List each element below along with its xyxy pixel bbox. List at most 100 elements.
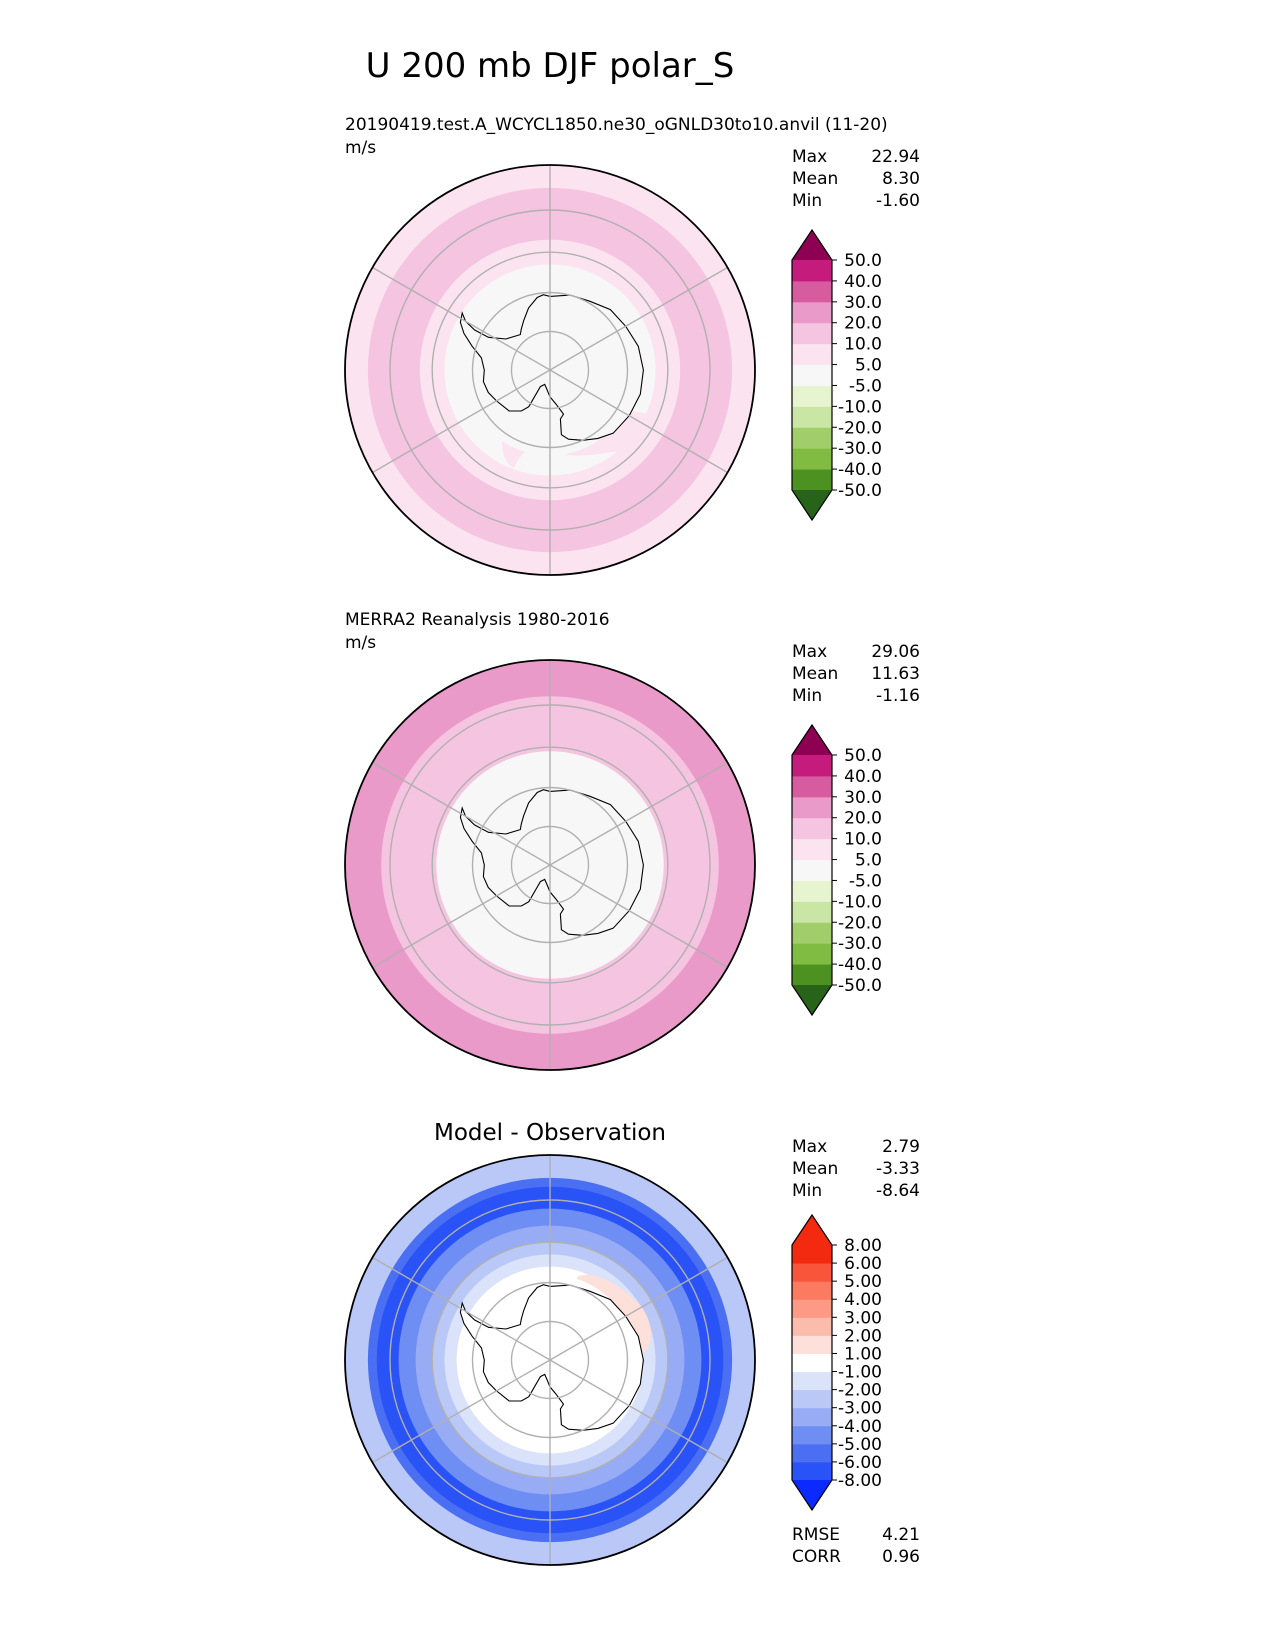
- panel-test-colorbar-label-5: -5.0: [849, 376, 882, 396]
- panel-diff-metric-rmse-label: RMSE: [792, 1525, 840, 1545]
- panel-diff-stat-min-value: -8.64: [876, 1181, 920, 1201]
- panel-reference-colorbar-label-10: 40.0: [844, 767, 882, 787]
- panel-diff-colorbar-label-13: 8.00: [844, 1236, 882, 1256]
- panel-diff-colorbar-segment-1: [792, 1443, 832, 1463]
- panel-diff-colorbar-segment-10: [792, 1281, 832, 1300]
- panel-reference-colorbar-label-4: -10.0: [838, 892, 882, 912]
- panel-diff-metric-corr-value: 0.96: [882, 1547, 920, 1567]
- panel-test-stat-mean-label: Mean: [792, 169, 838, 189]
- panel-test-colorbar-label-6: 5.0: [855, 356, 882, 376]
- panel-reference-colorbar-label-1: -40.0: [838, 955, 882, 975]
- panel-diff-colorbar-label-10: 4.00: [844, 1290, 882, 1310]
- panel-test-colorbar-label-4: -10.0: [838, 397, 882, 417]
- panel-test-colorbar-segment-9: [792, 280, 832, 303]
- panel-test-colorbar: -50.0-40.0-30.0-20.0-10.0-5.05.010.020.0…: [791, 228, 882, 522]
- panel-test-colorbar-segment-5: [792, 364, 832, 386]
- panel-diff-colorbar: -8.00-6.00-5.00-4.00-3.00-2.00-1.001.002…: [791, 1213, 882, 1512]
- panel-test-colorbar-segment-3: [792, 406, 832, 428]
- panel-diff-colorbar-segment-8: [792, 1317, 832, 1336]
- panel-diff-stat-mean-value: -3.33: [876, 1159, 920, 1179]
- panel-test-grid: [372, 165, 728, 575]
- panel-test-colorbar-segment-1: [792, 448, 832, 470]
- panel-test-title: 20190419.test.A_WCYCL1850.ne30_oGNLD30to…: [345, 115, 888, 135]
- panel-test-colorbar-segment-8: [792, 301, 832, 324]
- panel-test-stat-mean-value: 8.30: [882, 169, 920, 189]
- panel-diff-grid: [372, 1155, 728, 1565]
- panel-diff-stat-mean-label: Mean: [792, 1159, 838, 1179]
- panel-reference-colorbar-segment-7: [792, 817, 832, 840]
- panel-diff-meridian-300: [372, 1256, 551, 1361]
- panel-reference-title: MERRA2 Reanalysis 1980-2016: [345, 610, 610, 630]
- panel-diff-colorbar-extend-min: [792, 1480, 832, 1510]
- panel-reference-stat-mean-label: Mean: [792, 664, 838, 684]
- panel-diff-colorbar-segment-9: [792, 1299, 832, 1318]
- panel-diff-colorbar-segment-3: [792, 1407, 832, 1427]
- panel-diff-map: [345, 1155, 755, 1565]
- panel-test-colorbar-label-11: 50.0: [844, 251, 882, 271]
- panel-diff-colorbar-label-12: 6.00: [844, 1254, 882, 1274]
- panel-test-meridian-60: [549, 266, 728, 371]
- panel-test-colorbar-label-10: 40.0: [844, 272, 882, 292]
- panel-diff-colorbar-label-6: -1.00: [838, 1363, 882, 1383]
- panel-test-colorbar-segment-6: [792, 343, 832, 366]
- panel-diff-colorbar-segment-5: [792, 1371, 832, 1391]
- panel-reference-colorbar-label-7: 10.0: [844, 830, 882, 850]
- panel-test-colorbar-label-2: -30.0: [838, 439, 882, 459]
- panel-diff-stat-min-label: Min: [792, 1181, 822, 1201]
- panel-test-colorbar-segment-2: [792, 427, 832, 449]
- panel-reference-stat-max-value: 29.06: [871, 642, 920, 662]
- panel-test-colorbar-segment-10: [792, 260, 832, 282]
- panel-reference-colorbar-segment-4: [792, 880, 832, 902]
- panel-diff-map-border: [344, 1154, 756, 1566]
- panel-diff-meridian-120: [549, 1359, 728, 1464]
- panel-test-colorbar-label-8: 20.0: [844, 314, 882, 334]
- panel-diff-colorbar-segment-4: [792, 1389, 832, 1409]
- panel-reference-colorbar-segment-5: [792, 859, 832, 881]
- panel-reference-map-border: [344, 659, 756, 1071]
- panel-reference-colorbar-segment-9: [792, 775, 832, 798]
- panel-test-colorbar-extend-min: [792, 490, 832, 520]
- panel-test-map: [345, 165, 755, 575]
- panel-diff-meridian-240: [372, 1359, 551, 1464]
- panel-test-colorbar-label-7: 10.0: [844, 335, 882, 355]
- panel-reference-colorbar-segment-3: [792, 901, 832, 923]
- panel-diff-colorbar-label-1: -6.00: [838, 1453, 882, 1473]
- panel-reference-colorbar-segment-10: [792, 755, 832, 777]
- panel-reference-stat-mean-value: 11.63: [871, 664, 920, 684]
- panel-reference-colorbar-label-8: 20.0: [844, 809, 882, 829]
- panel-diff-colorbar-segment-6: [792, 1353, 832, 1373]
- panel-reference-meridian-120: [549, 864, 728, 969]
- panel-diff-colorbar-label-9: 3.00: [844, 1308, 882, 1328]
- panel-reference-colorbar-label-6: 5.0: [855, 851, 882, 871]
- panel-diff-colorbar-segment-12: [792, 1245, 832, 1264]
- panel-test-meridian-240: [372, 369, 551, 474]
- panel-reference-stat-max-label: Max: [792, 642, 827, 662]
- panel-reference: MERRA2 Reanalysis 1980-2016 m/s Max 29.0…: [344, 610, 920, 1071]
- panel-reference-colorbar-segment-8: [792, 796, 832, 819]
- panel-diff-colorbar-label-0: -8.00: [838, 1471, 882, 1491]
- panel-test-units: m/s: [345, 138, 376, 158]
- panel-diff-title: Model - Observation: [434, 1120, 666, 1146]
- panel-test-colorbar-label-0: -50.0: [838, 481, 882, 501]
- panel-test: 20190419.test.A_WCYCL1850.ne30_oGNLD30to…: [344, 115, 920, 576]
- panel-reference-colorbar-label-9: 30.0: [844, 788, 882, 808]
- panel-reference-colorbar-segment-2: [792, 922, 832, 944]
- panel-test-meridian-120: [549, 369, 728, 474]
- panel-diff-stat-max-label: Max: [792, 1137, 827, 1157]
- panel-diff-colorbar-extend-max: [792, 1215, 832, 1245]
- panel-reference-colorbar-segment-1: [792, 943, 832, 965]
- panel-reference-meridian-60: [549, 761, 728, 866]
- panel-reference-meridian-300: [372, 761, 551, 866]
- panel-reference-colorbar-extend-min: [792, 985, 832, 1015]
- panel-test-colorbar-label-9: 30.0: [844, 293, 882, 313]
- panel-reference-colorbar-segment-0: [792, 964, 832, 986]
- panel-diff-colorbar-label-7: 1.00: [844, 1344, 882, 1364]
- panel-reference-coastline: [459, 789, 644, 936]
- panel-reference-colorbar-label-5: -5.0: [849, 871, 882, 891]
- panel-reference-stat-min-label: Min: [792, 686, 822, 706]
- panel-test-colorbar-segment-7: [792, 322, 832, 345]
- panel-diff-metric-rmse-value: 4.21: [882, 1525, 920, 1545]
- panel-test-stat-min-value: -1.60: [876, 191, 920, 211]
- panel-reference-colorbar-label-11: 50.0: [844, 746, 882, 766]
- panel-diff-colorbar-segment-11: [792, 1263, 832, 1282]
